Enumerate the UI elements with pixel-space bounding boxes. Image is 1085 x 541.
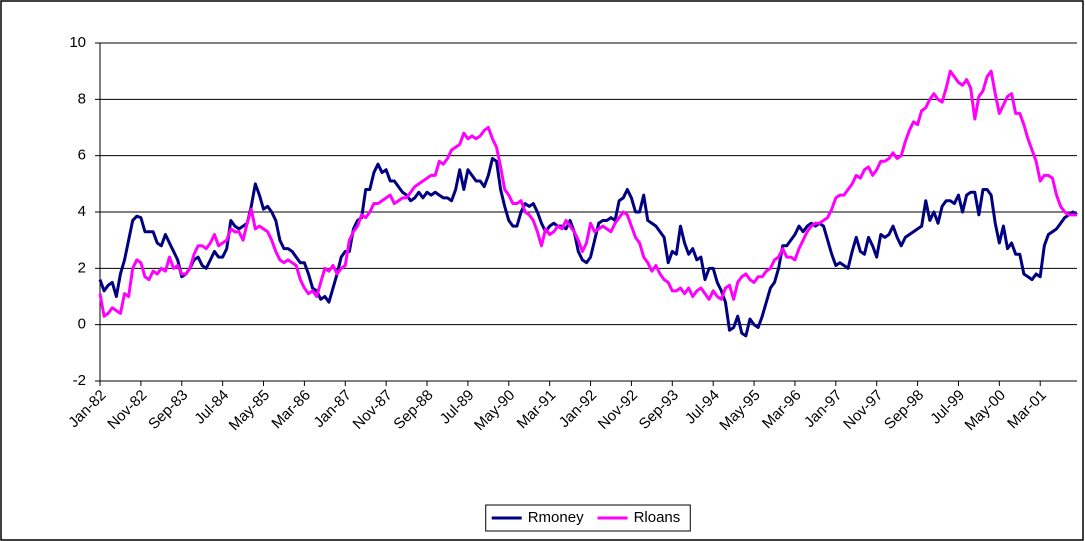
series-line — [98, 69, 1077, 318]
y-tick-label: 6 — [78, 147, 86, 164]
y-tick-label: 2 — [78, 259, 86, 276]
y-tick-label: 0 — [78, 316, 86, 333]
series-line — [98, 156, 1078, 338]
legend: Rmoney Rloans — [485, 504, 691, 532]
y-tick-label: 8 — [78, 90, 86, 107]
legend-label: Rmoney — [528, 509, 584, 526]
y-tick-label: 10 — [69, 34, 86, 51]
y-tick-label: 4 — [78, 203, 86, 220]
legend-label: Rloans — [634, 509, 681, 526]
y-tick-label: -2 — [73, 372, 86, 389]
